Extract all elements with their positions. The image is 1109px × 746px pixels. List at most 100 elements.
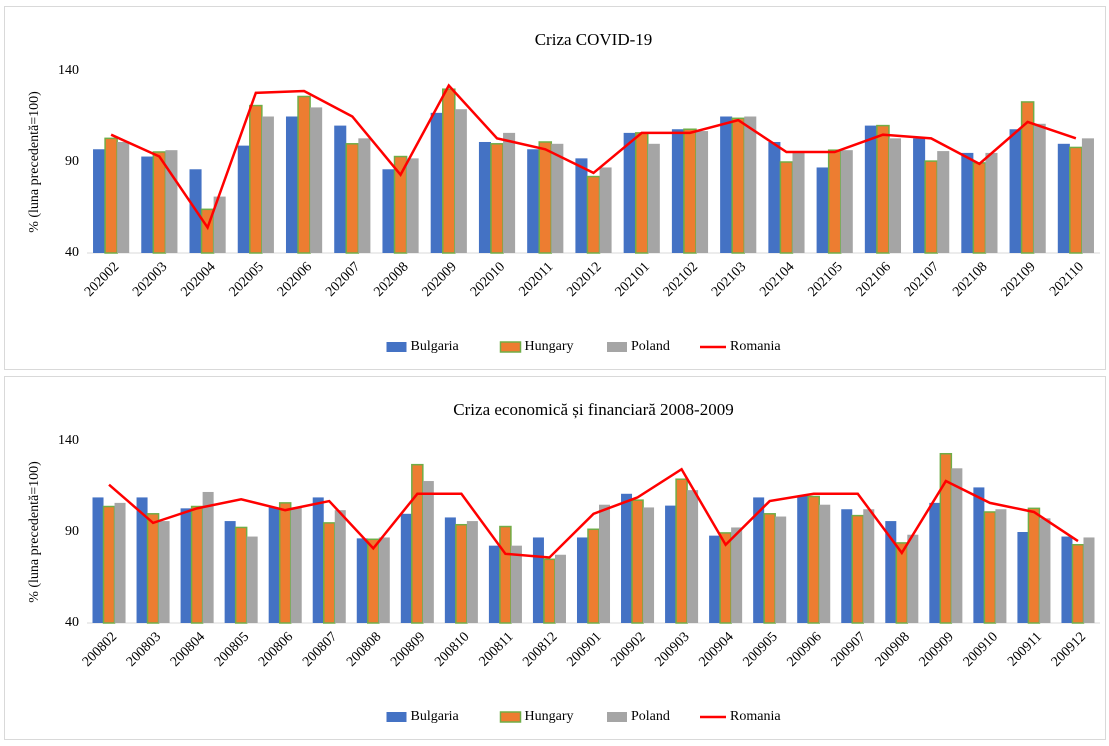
bar xyxy=(322,522,336,624)
bar xyxy=(382,169,395,253)
x-tick-label: 200806 xyxy=(256,629,296,669)
bar xyxy=(631,499,644,624)
bar xyxy=(141,156,154,253)
bar xyxy=(1033,123,1046,253)
bar xyxy=(510,545,522,623)
bar xyxy=(334,125,347,253)
bar xyxy=(1071,543,1085,624)
bar xyxy=(753,497,765,623)
bar xyxy=(285,116,299,253)
bar xyxy=(158,521,170,623)
bar xyxy=(575,158,588,253)
bar xyxy=(643,507,655,623)
bar xyxy=(442,88,456,254)
legend-label: Poland xyxy=(631,339,670,354)
bar xyxy=(827,149,842,254)
legend-label: Hungary xyxy=(525,339,574,354)
bar xyxy=(1061,536,1073,623)
x-tick-label: 200803 xyxy=(124,629,164,669)
bar xyxy=(983,511,997,624)
legend-label: Hungary xyxy=(525,709,574,724)
bar xyxy=(665,505,677,623)
bar xyxy=(863,509,875,623)
bar xyxy=(393,155,408,254)
bar xyxy=(587,528,600,624)
bar xyxy=(202,491,214,623)
legend-label: Poland xyxy=(631,709,670,724)
y-tick-label: 90 xyxy=(65,524,79,539)
bar xyxy=(422,481,434,623)
bar xyxy=(961,152,974,253)
bar xyxy=(696,131,709,253)
x-tick-label: 200812 xyxy=(520,629,560,669)
bar xyxy=(249,104,263,254)
legend-label: Romania xyxy=(730,339,781,354)
x-tick-label: 200901 xyxy=(564,629,604,669)
bar xyxy=(543,558,556,624)
bar xyxy=(454,109,467,253)
bar xyxy=(455,523,468,624)
bar xyxy=(797,495,809,623)
bar xyxy=(888,138,902,253)
y-axis-label: % (luna precedentă=100) xyxy=(27,91,42,233)
x-tick-label: 200802 xyxy=(80,629,120,669)
bar xyxy=(180,508,192,623)
bar xyxy=(929,502,941,623)
y-tick-label: 140 xyxy=(58,63,79,78)
bar xyxy=(551,143,564,253)
bar xyxy=(503,132,516,253)
bar xyxy=(104,137,118,254)
bar xyxy=(1069,146,1083,254)
x-tick-label: 202009 xyxy=(420,259,460,299)
bar xyxy=(864,125,877,253)
bar xyxy=(1083,537,1095,623)
x-tick-label: 200809 xyxy=(388,629,428,669)
bar xyxy=(406,158,419,253)
bar xyxy=(819,504,831,623)
bar xyxy=(297,95,311,254)
bar xyxy=(775,516,787,623)
bar xyxy=(876,124,890,254)
x-tick-label: 202104 xyxy=(757,259,797,299)
x-tick-label: 202108 xyxy=(950,259,990,299)
x-tick-label: 200804 xyxy=(168,629,208,669)
bar xyxy=(478,141,491,253)
chart-title: Criza economică și financiară 2008-2009 xyxy=(453,400,733,419)
bar xyxy=(807,495,820,624)
bar xyxy=(634,132,649,254)
legend-swatch xyxy=(386,712,407,722)
bar xyxy=(146,513,160,624)
x-tick-label: 200805 xyxy=(212,629,252,669)
legend-label: Bulgaria xyxy=(411,339,460,354)
bar xyxy=(334,510,346,623)
bar xyxy=(1017,532,1029,623)
bar xyxy=(1057,143,1070,253)
x-tick-label: 200903 xyxy=(652,629,692,669)
bar xyxy=(527,149,540,253)
legend-swatch xyxy=(607,342,627,352)
bar xyxy=(430,112,443,253)
bar xyxy=(885,521,897,623)
bar xyxy=(744,116,757,253)
bar xyxy=(973,487,985,623)
bar xyxy=(234,526,248,624)
bar xyxy=(621,493,633,623)
x-tick-label: 202002 xyxy=(82,259,122,299)
bar xyxy=(190,505,204,624)
line xyxy=(108,467,1079,559)
bar xyxy=(345,143,360,254)
bar xyxy=(731,527,743,623)
bar xyxy=(599,167,612,253)
y-tick-label: 140 xyxy=(58,433,79,448)
x-tick-label: 202102 xyxy=(661,259,701,299)
bar xyxy=(532,537,544,623)
y-axis-label: % (luna precedentă=100) xyxy=(27,461,42,603)
bar xyxy=(310,107,323,254)
x-tick-label: 200910 xyxy=(961,629,1001,669)
x-tick-label: 202107 xyxy=(902,259,942,299)
bar xyxy=(913,138,926,253)
bar xyxy=(995,509,1007,623)
bar xyxy=(671,129,684,253)
bar xyxy=(278,502,292,624)
